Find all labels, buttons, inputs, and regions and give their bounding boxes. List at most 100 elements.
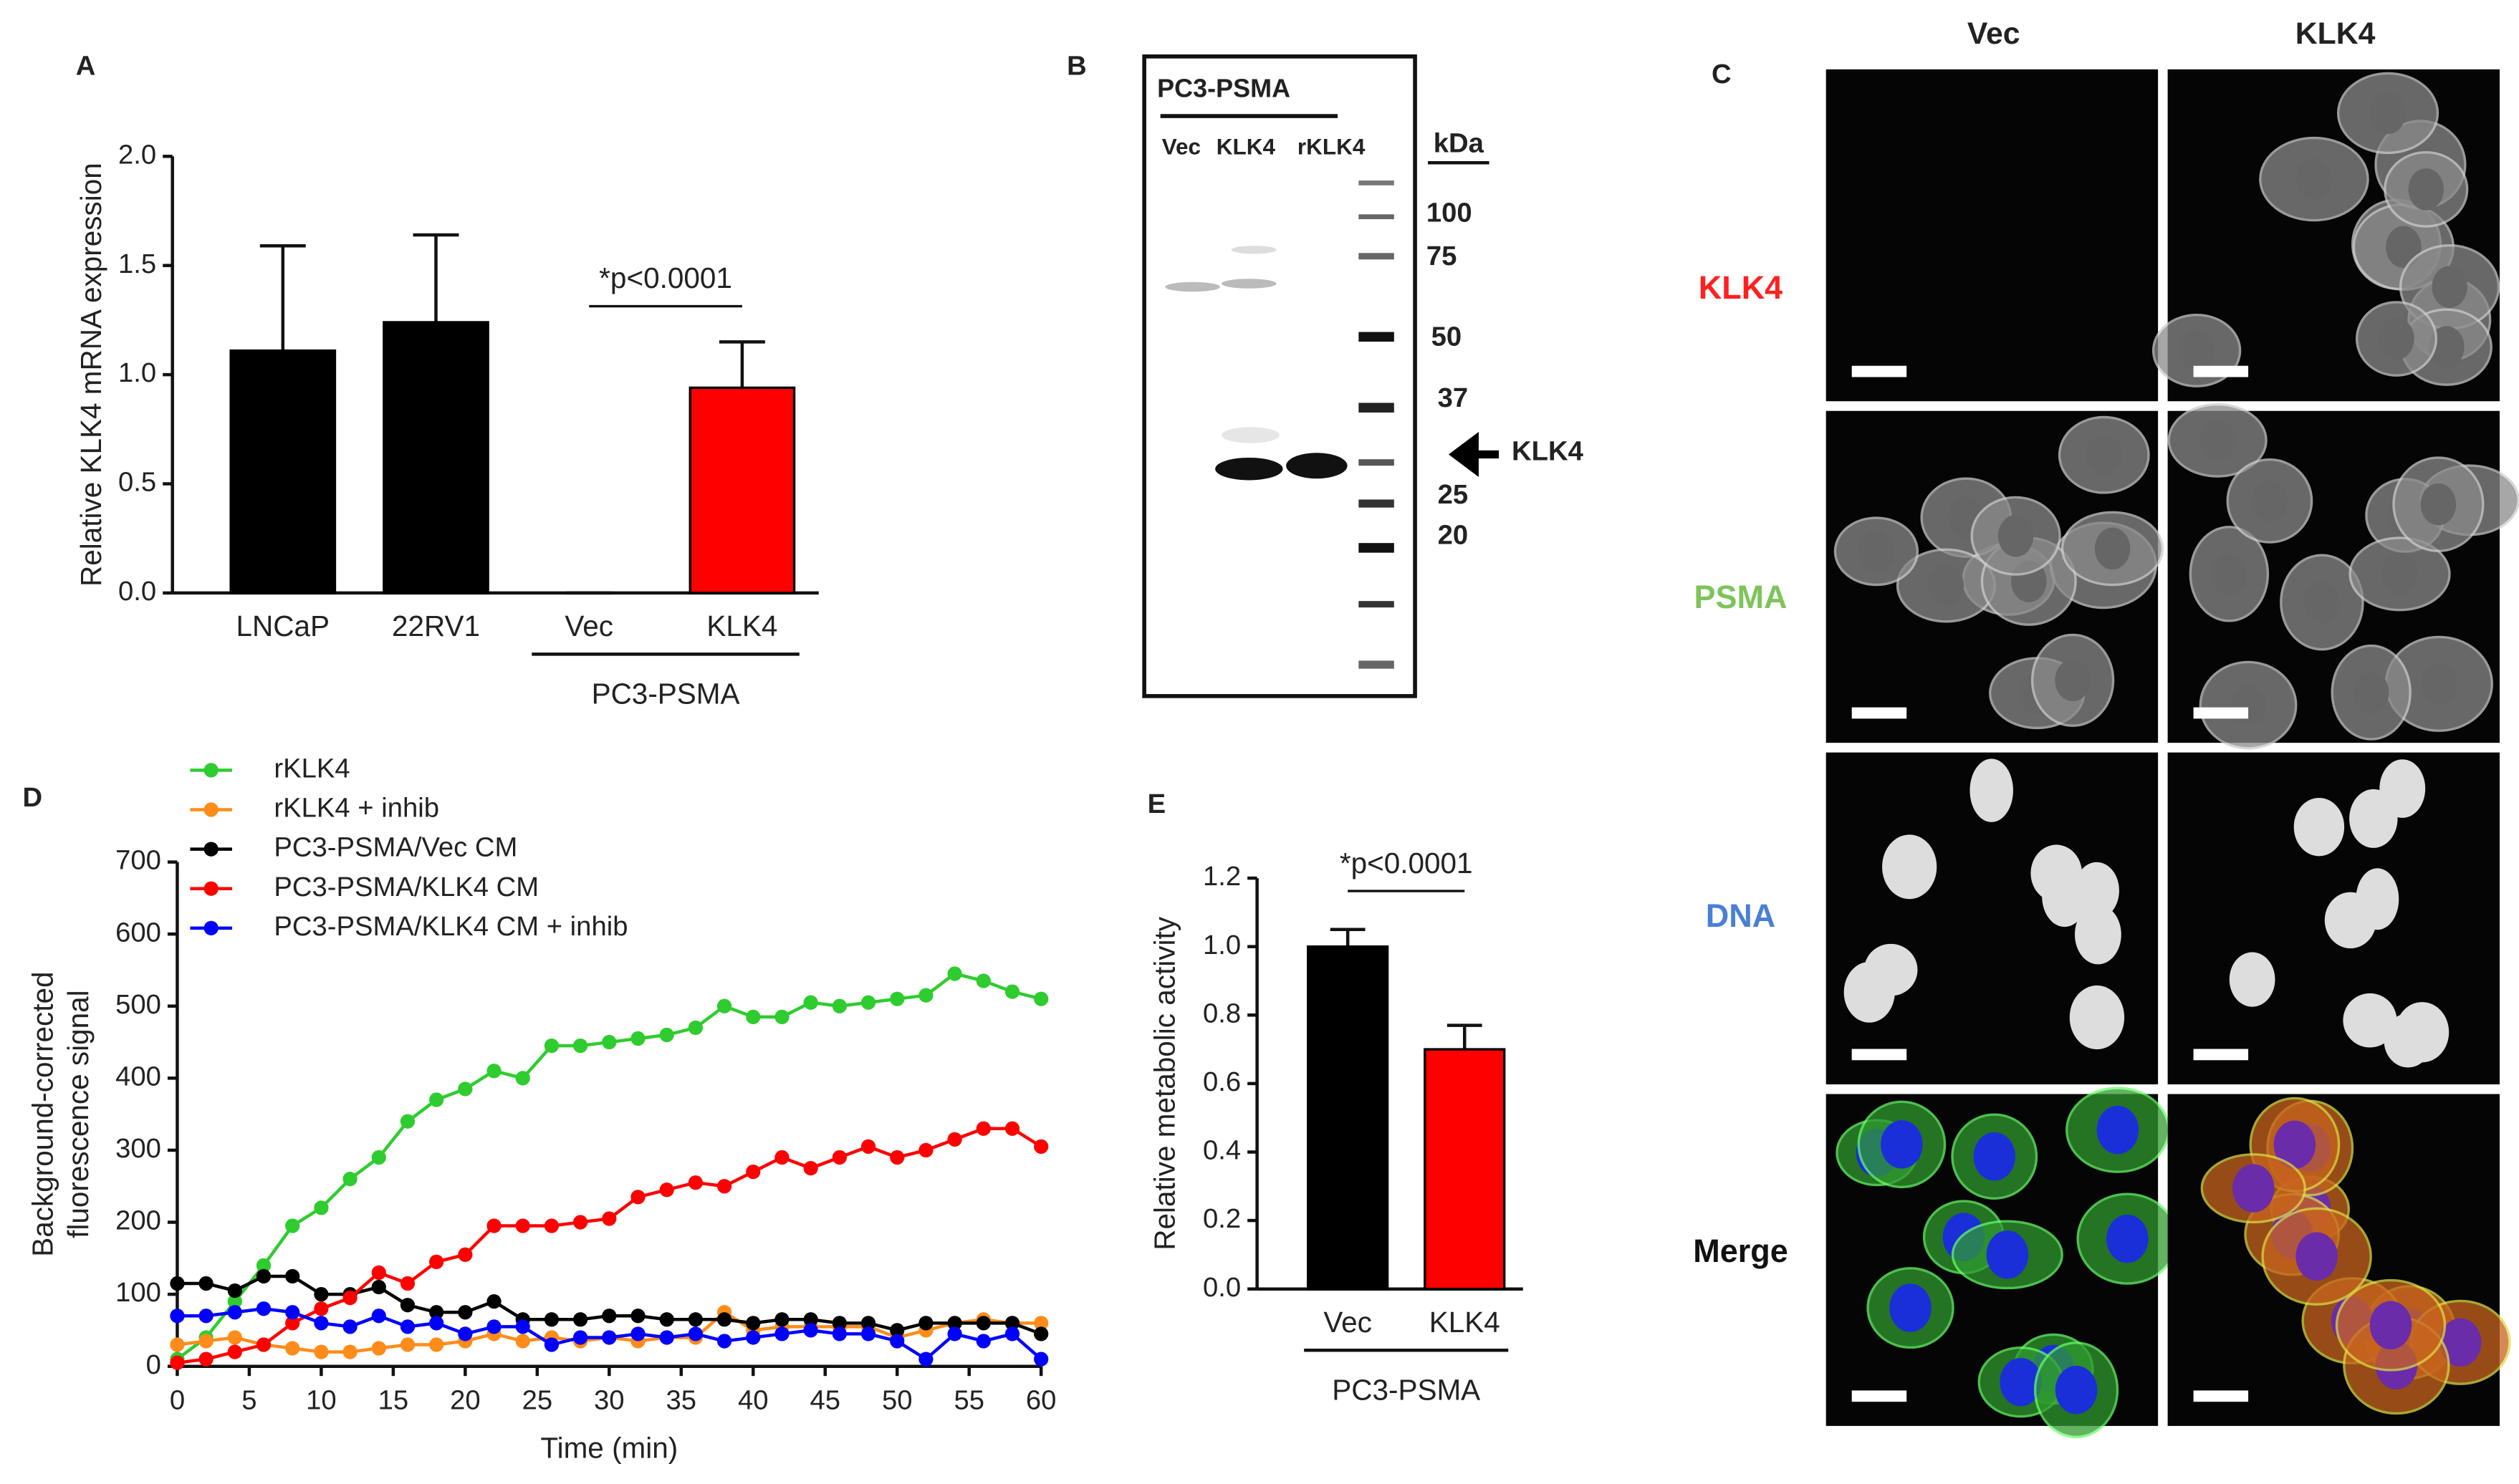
y-tick-label: 0.2 xyxy=(1203,1203,1241,1234)
data-point xyxy=(716,1312,732,1327)
nucleus xyxy=(2379,759,2426,818)
panel-label: E xyxy=(1148,789,1166,819)
data-point xyxy=(976,1121,991,1136)
y-axis-label: Relative metabolic activity xyxy=(1148,916,1181,1251)
data-point xyxy=(256,1258,272,1273)
data-point xyxy=(976,1316,991,1331)
x-tick-label: 40 xyxy=(738,1384,769,1415)
y-tick-label: 700 xyxy=(115,845,161,876)
x-tick-label: 10 xyxy=(306,1384,337,1415)
data-point xyxy=(486,1294,502,1309)
legend-label: PC3-PSMA/KLK4 CM xyxy=(274,872,539,902)
scale-bar xyxy=(1851,707,1907,719)
legend-marker xyxy=(203,763,219,778)
nucleus xyxy=(2069,985,2125,1050)
data-point xyxy=(688,1020,704,1036)
nucleus xyxy=(2106,1214,2149,1263)
data-point xyxy=(602,1034,617,1050)
data-point xyxy=(227,1344,242,1359)
data-point xyxy=(256,1268,272,1284)
data-point xyxy=(342,1344,358,1359)
data-point xyxy=(198,1352,213,1367)
data-point xyxy=(458,1081,473,1097)
nucleus xyxy=(2293,797,2345,857)
x-tick-label: 15 xyxy=(378,1384,409,1415)
data-point xyxy=(716,1334,732,1349)
data-point xyxy=(314,1200,329,1215)
data-point xyxy=(573,1215,588,1230)
data-point xyxy=(803,995,818,1010)
nucleus xyxy=(2356,868,2399,930)
data-point xyxy=(400,1319,416,1334)
y-tick-label: 0.0 xyxy=(118,576,156,607)
annotation: *p<0.0001 xyxy=(599,261,732,294)
y-tick-label: 300 xyxy=(115,1133,161,1164)
data-point xyxy=(688,1175,704,1190)
data-point xyxy=(515,1071,530,1086)
data-point xyxy=(602,1211,617,1226)
data-point xyxy=(630,1190,646,1205)
blot-title: PC3-PSMA xyxy=(1157,74,1290,103)
x-tick-label: 20 xyxy=(450,1384,481,1415)
nucleus xyxy=(2370,92,2406,135)
scale-bar xyxy=(2193,1049,2249,1061)
data-point xyxy=(688,1326,704,1341)
data-point xyxy=(746,1164,761,1180)
nucleus xyxy=(2296,158,2332,201)
bar xyxy=(1307,945,1389,1291)
data-point xyxy=(860,1326,876,1341)
group-label: PC3-PSMA xyxy=(592,678,740,710)
scale-bar xyxy=(1851,1390,1907,1402)
data-point xyxy=(890,1323,905,1338)
data-point xyxy=(803,1323,818,1338)
data-point xyxy=(429,1254,444,1269)
nucleus xyxy=(2086,433,2122,476)
data-point xyxy=(659,1312,674,1327)
y-tick-label: 200 xyxy=(115,1205,161,1236)
data-point xyxy=(285,1305,300,1320)
legend-label: rKLK4 xyxy=(274,753,350,784)
data-point xyxy=(371,1150,386,1165)
nucleus xyxy=(2369,1301,2412,1350)
data-point xyxy=(285,1316,300,1331)
data-point xyxy=(342,1172,358,1187)
unit-label: kDa xyxy=(1434,128,1484,159)
data-point xyxy=(285,1218,300,1233)
y-tick-label: 1.0 xyxy=(118,357,156,388)
nucleus xyxy=(1889,1283,1932,1332)
y-axis-label: Relative KLK4 mRNA expression xyxy=(75,163,107,587)
nucleus xyxy=(2353,671,2389,714)
data-point xyxy=(486,1218,502,1233)
nucleus xyxy=(2055,1365,2098,1415)
nucleus xyxy=(2230,684,2266,726)
data-point xyxy=(515,1319,530,1334)
nucleus xyxy=(1858,530,1894,573)
data-point xyxy=(1004,1121,1020,1136)
arrow-label: KLK4 xyxy=(1512,435,1584,466)
x-tick-label: LNCaP xyxy=(236,610,330,642)
data-point xyxy=(832,998,847,1013)
data-point xyxy=(602,1330,617,1345)
data-point xyxy=(458,1247,473,1262)
data-point xyxy=(573,1038,588,1054)
marker-label: 50 xyxy=(1431,322,1462,352)
data-point xyxy=(342,1319,358,1334)
nucleus xyxy=(2211,553,2247,595)
data-point xyxy=(342,1291,358,1306)
legend-marker xyxy=(203,920,219,935)
data-point xyxy=(716,1179,732,1194)
data-point xyxy=(1004,1326,1020,1341)
data-point xyxy=(746,1009,761,1024)
series-line xyxy=(176,972,1042,1361)
nucleus xyxy=(2074,905,2121,965)
nucleus xyxy=(2420,483,2457,526)
nucleus xyxy=(2000,1357,2042,1407)
marker-label: 37 xyxy=(1438,382,1469,413)
micrograph xyxy=(1825,69,2159,402)
nucleus xyxy=(2295,1232,2338,1281)
data-point xyxy=(285,1268,300,1284)
data-point xyxy=(486,1319,502,1334)
scale-bar xyxy=(1851,1049,1907,1061)
lane-label: KLK4 xyxy=(1217,133,1276,159)
